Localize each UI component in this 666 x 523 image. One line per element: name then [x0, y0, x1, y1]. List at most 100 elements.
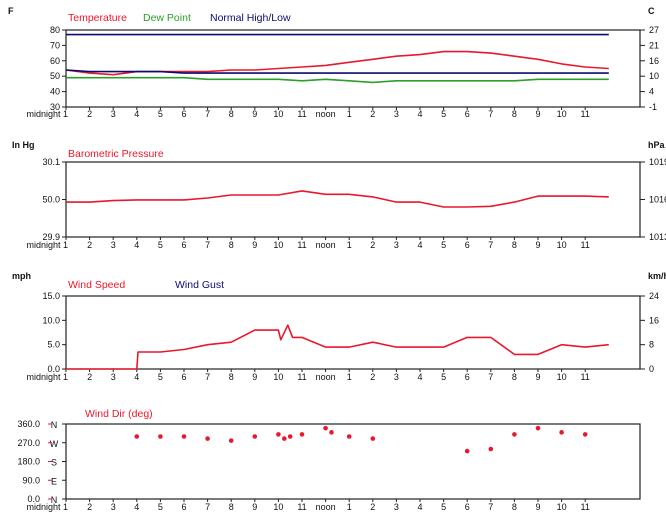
legend-entry: Wind Speed [68, 279, 125, 291]
x-tick-label: 10 [557, 240, 567, 250]
x-tick-label: 9 [252, 109, 257, 119]
y2-tick-label: 27 [649, 25, 659, 35]
compass-letter: N [51, 420, 58, 430]
x-tick-label: 8 [229, 109, 234, 119]
x-tick-label: 4 [417, 502, 422, 512]
legend-entry: Temperature [68, 12, 127, 24]
x-tick-label: 9 [252, 372, 257, 382]
y2-tick-label: -1 [649, 102, 657, 112]
x-tick-label: 7 [488, 240, 493, 250]
x-tick-label: 3 [111, 372, 116, 382]
x-tick-label: 4 [417, 109, 422, 119]
x-tick-label: noon [316, 240, 336, 250]
x-tick-label: 6 [465, 240, 470, 250]
y-tick-label: 50 [50, 71, 60, 81]
x-tick-label: midnight 1 [26, 109, 68, 119]
series-line [66, 324, 609, 370]
plot-frame [65, 29, 641, 108]
data-point [252, 434, 258, 439]
x-tick-label: 8 [229, 240, 234, 250]
x-tick-label: 7 [205, 109, 210, 119]
data-point [134, 434, 140, 439]
y2-tick-label: 0 [649, 364, 654, 374]
y2-tick-label: 4 [649, 87, 654, 97]
x-tick-label: 5 [158, 109, 163, 119]
x-tick-label: 10 [557, 109, 567, 119]
data-point [205, 436, 210, 441]
y-tick-label: 270.0 [17, 438, 40, 448]
y2-tick-label: 8 [649, 340, 654, 350]
x-tick-label: 4 [134, 372, 139, 382]
y-tick-label: 60 [50, 56, 60, 66]
data-point [559, 430, 564, 435]
y2-tick-label: 16 [649, 56, 659, 66]
x-tick-label: 11 [581, 502, 590, 512]
right-unit-label: hPa [648, 140, 666, 150]
x-tick-label: 7 [205, 502, 210, 512]
x-tick-label: 3 [394, 502, 399, 512]
left-unit-label: F [8, 6, 14, 16]
y2-tick-label: 1013 [649, 232, 666, 242]
left-unit-label: In Hg [12, 140, 35, 150]
x-tick-label: 8 [512, 240, 517, 250]
x-tick-label: 6 [181, 240, 186, 250]
x-tick-label: 11 [581, 372, 590, 382]
x-tick-label: 3 [111, 502, 116, 512]
x-tick-label: 11 [581, 109, 590, 119]
x-tick-label: 11 [297, 372, 306, 382]
y-tick-label: 0.0 [47, 364, 60, 374]
right-unit-label: C [648, 6, 655, 16]
x-tick-label: 2 [370, 502, 375, 512]
plot-frame [65, 423, 641, 500]
series-line [66, 76, 609, 84]
y-tick-label: 29.9 [42, 232, 60, 242]
data-point [512, 432, 517, 437]
x-tick-label: noon [316, 109, 336, 119]
series-line [66, 190, 609, 208]
x-tick-label: 7 [488, 502, 493, 512]
plot-frame [65, 295, 641, 370]
x-tick-label: 5 [158, 372, 163, 382]
x-tick-label: 2 [87, 372, 92, 382]
x-tick-label: 5 [441, 502, 446, 512]
legend-entry: Wind Dir (deg) [85, 408, 153, 420]
x-tick-label: 10 [273, 372, 283, 382]
compass-letter: S [51, 458, 57, 468]
data-point [299, 432, 305, 437]
compass-letter: E [51, 476, 57, 486]
x-tick-label: 5 [441, 240, 446, 250]
y2-tick-label: 16 [649, 315, 659, 325]
y2-tick-label: 10 [649, 71, 659, 81]
y-tick-label: 360.0 [17, 419, 40, 429]
x-tick-label: noon [316, 372, 336, 382]
x-tick-label: 3 [394, 109, 399, 119]
data-point [346, 434, 352, 439]
x-tick-label: 7 [488, 372, 493, 382]
y2-tick-label: 1019 [649, 157, 666, 167]
x-tick-label: 4 [134, 109, 139, 119]
x-tick-label: 3 [394, 240, 399, 250]
x-tick-label: 9 [252, 240, 257, 250]
compass-letter: W [50, 439, 59, 449]
x-tick-label: 1 [347, 109, 352, 119]
y-tick-label: 70 [50, 40, 60, 50]
x-tick-label: 9 [252, 502, 257, 512]
x-tick-label: 2 [370, 109, 375, 119]
x-tick-label: 11 [581, 240, 590, 250]
y-tick-label: 50.0 [42, 195, 60, 205]
x-tick-label: 5 [441, 109, 446, 119]
y-tick-label: 10.0 [42, 315, 60, 325]
series-line [65, 69, 609, 74]
y2-tick-label: 24 [649, 291, 659, 301]
x-tick-label: 6 [465, 109, 470, 119]
compass-letter: N [51, 495, 58, 505]
x-tick-label: 2 [87, 502, 92, 512]
x-tick-label: 10 [557, 502, 567, 512]
x-tick-label: 10 [273, 502, 283, 512]
x-tick-label: 10 [273, 240, 283, 250]
data-point [535, 425, 541, 431]
x-tick-label: 10 [273, 109, 283, 119]
x-tick-label: 4 [134, 502, 139, 512]
x-tick-label: 6 [465, 502, 470, 512]
y2-tick-label: 21 [649, 40, 659, 50]
